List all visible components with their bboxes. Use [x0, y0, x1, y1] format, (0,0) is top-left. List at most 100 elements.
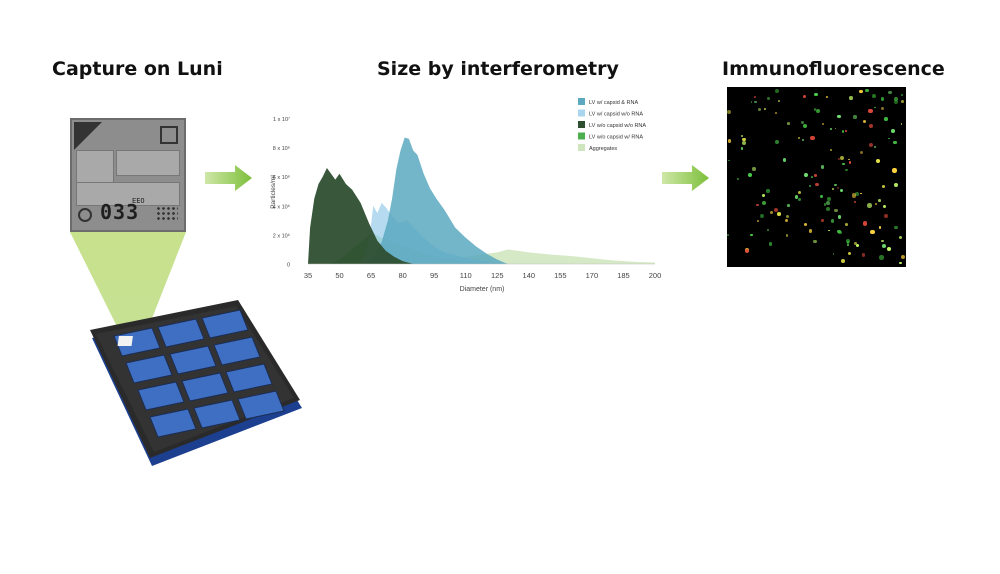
chart-areas: [308, 137, 655, 264]
fluorescence-spot: [861, 253, 866, 257]
fluorescence-spot: [767, 229, 769, 231]
fluorescence-spot: [847, 252, 851, 256]
fluorescence-spot: [849, 96, 853, 101]
fluorescence-spot: [900, 100, 904, 104]
x-tick-label: 155: [554, 271, 567, 280]
fluorescence-spot: [727, 110, 732, 115]
fluorescence-spot: [893, 99, 898, 104]
fluorescence-spot: [881, 240, 884, 243]
chip-panel-left: [76, 150, 114, 188]
fluorescence-spot: [882, 204, 887, 209]
fluorescence-spot: [761, 200, 767, 205]
fluorescence-spot: [808, 229, 813, 233]
fluorescence-spot: [847, 158, 850, 161]
fluorescence-spot: [845, 129, 848, 132]
fluorescence-spot: [775, 88, 779, 93]
fluorescence-spot: [859, 150, 863, 154]
chip-digits: 033: [100, 200, 140, 224]
fluorescence-spot: [768, 242, 773, 246]
chip-closeup: EEO 033: [70, 118, 186, 232]
fluorescence-spot: [785, 214, 790, 219]
heading-immunofluorescence: Immunofluorescence: [722, 58, 945, 80]
fluorescence-spot: [826, 196, 832, 201]
plate-well: [137, 381, 185, 411]
fluorescence-spot: [848, 161, 852, 164]
y-tick-label: 4 x 10⁶: [273, 203, 290, 210]
fluorescence-spot: [865, 88, 869, 93]
x-tick-label: 95: [430, 271, 438, 280]
fluorescence-spot: [884, 117, 888, 122]
fluorescence-spot: [863, 221, 868, 226]
fluorescence-spot: [900, 254, 905, 260]
fluorescence-spot: [899, 261, 902, 265]
fluorescence-spot: [837, 230, 841, 234]
chip-corner-marker: [74, 122, 102, 150]
fluorescence-spot: [821, 219, 824, 222]
fluorescence-spot: [753, 100, 757, 104]
area-series-3: [364, 137, 508, 264]
fluorescence-spot: [839, 155, 844, 160]
fluorescence-spot: [750, 101, 753, 103]
fluorescence-spot: [851, 193, 856, 198]
fluorescence-spot: [854, 242, 857, 245]
fluorescence-spot: [868, 108, 873, 113]
fluorescence-spot: [820, 164, 825, 169]
fluorescence-spot: [880, 106, 885, 111]
fluorescence-spot: [815, 182, 819, 187]
fluorescence-spot: [766, 96, 770, 100]
plate-well: [181, 372, 229, 402]
fluorescence-spot: [888, 137, 890, 140]
fluorescence-spot: [803, 172, 809, 178]
fluorescence-spot: [742, 137, 747, 142]
plate-wells: [113, 309, 285, 438]
fluorescence-spot: [830, 127, 833, 130]
legend-label: LV w/ capsid & RNA: [589, 100, 638, 106]
fluorescence-spot: [797, 191, 801, 195]
fluorescence-spot: [874, 106, 876, 109]
y-tick-label: 0: [287, 263, 290, 269]
fluorescence-spot: [787, 122, 790, 125]
fluorescence-spot: [872, 94, 876, 99]
fluorescence-spot: [825, 96, 828, 99]
fluorescence-spot: [785, 234, 789, 237]
fluorescence-spot: [766, 189, 770, 193]
fluorescence-spot: [813, 239, 817, 244]
fluorescence-spot: [800, 120, 804, 124]
fluorescence-spot: [784, 219, 788, 223]
legend-swatch: [578, 144, 585, 151]
fluorescence-spot: [804, 222, 808, 226]
fluorescence-spot: [741, 140, 746, 145]
fluorescence-spot: [760, 213, 765, 218]
fluorescence-spot: [854, 200, 856, 203]
fluorescence-spot: [737, 177, 739, 180]
fluorescence-spot: [776, 212, 781, 216]
x-tick-label: 35: [304, 271, 312, 280]
fluorescence-spot: [869, 123, 874, 128]
size-distribution-chart: 35 50 65 80 95 110 125 140 155 170 185 200 0 2 x 10⁶ 4…: [270, 98, 661, 293]
fluorescence-spot: [893, 140, 897, 145]
fluorescence-spot: [797, 136, 800, 139]
chip-dot-grid: [156, 206, 178, 222]
legend-label: Aggregates: [589, 146, 617, 152]
fluorescence-spot: [882, 185, 885, 189]
fluorescence-spot: [834, 184, 837, 187]
fluorescence-spot: [803, 124, 808, 129]
fluorescence-spot: [777, 99, 781, 103]
fluorescence-spot: [813, 108, 817, 112]
fluorescence-spot: [869, 142, 874, 148]
x-tick-label: 65: [367, 271, 375, 280]
chip-panel-bottom: [76, 182, 180, 206]
fluorescence-spot: [757, 219, 759, 222]
fluorescence-spot: [727, 234, 729, 236]
fluorescence-spot: [728, 139, 732, 143]
fluorescence-spot: [898, 235, 903, 240]
plate-well: [201, 309, 249, 339]
chip-code: EEO: [132, 197, 145, 205]
fluorescence-spot: [740, 134, 743, 137]
plate-well: [125, 354, 173, 384]
heading-capture: Capture on Luni: [52, 58, 223, 80]
fluorescence-spot: [787, 203, 790, 207]
fluorescence-spot: [867, 203, 872, 208]
fluorescence-spot: [855, 243, 860, 248]
legend-label: LV w/o capsid w/o RNA: [589, 123, 646, 129]
